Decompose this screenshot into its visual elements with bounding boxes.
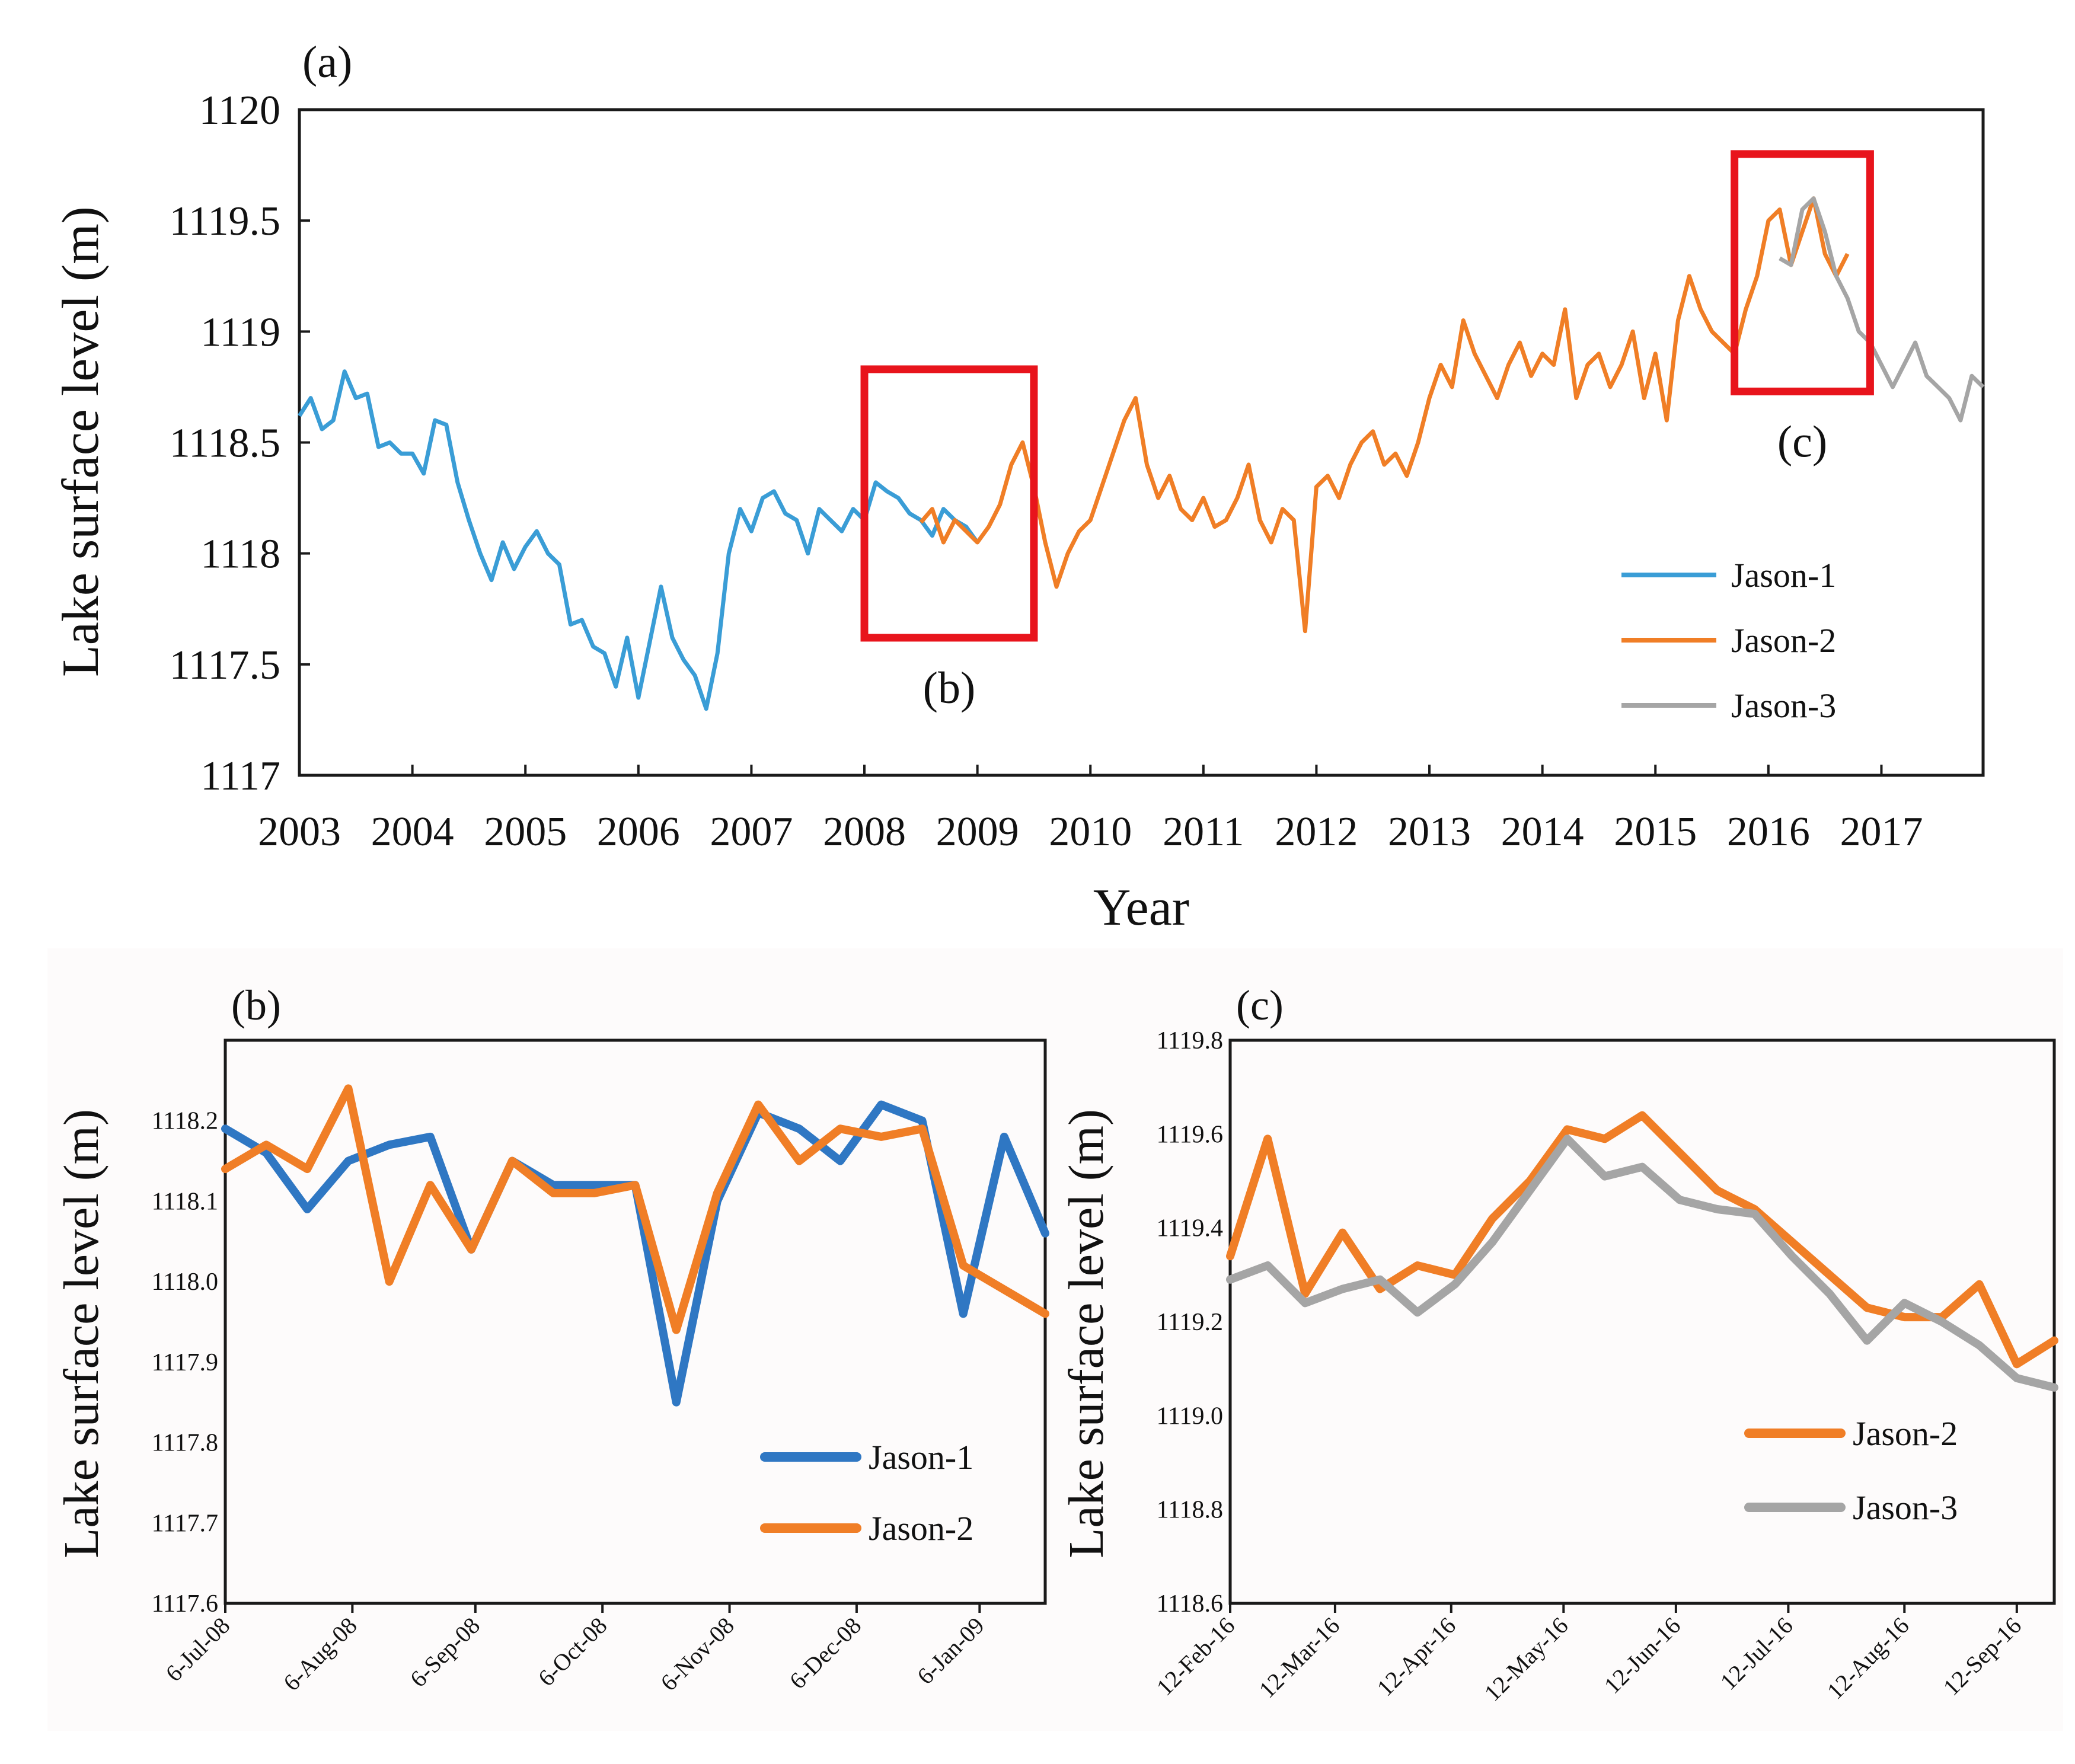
legend-label-jason-3-c: Jason-3 (1853, 1488, 1958, 1527)
x-tick-label-a: 2010 (1049, 809, 1132, 855)
x-tick-label-a: 2011 (1163, 809, 1244, 855)
x-tick-label-a: 2016 (1727, 809, 1810, 855)
legend-label-jason-2-c: Jason-2 (1853, 1414, 1958, 1453)
y-tick-label-c: 1119.8 (1157, 1027, 1223, 1054)
y-tick-label-a: 1119 (200, 309, 280, 355)
y-tick-label-b: 1117.8 (152, 1430, 218, 1457)
legend-label-jason-2-b: Jason-2 (869, 1509, 973, 1548)
plot-frame-c (1228, 1038, 2056, 1605)
y-tick-label-c: 1119.6 (1157, 1121, 1223, 1148)
y-tick-label-c: 1119.0 (1157, 1402, 1223, 1430)
legend-label-jason-3-a: Jason-3 (1731, 686, 1836, 725)
y-tick-label-a: 1119.5 (170, 199, 280, 244)
y-tick-label-c: 1119.4 (1157, 1215, 1223, 1242)
x-tick-label-a: 2007 (710, 809, 793, 855)
x-tick-label-a: 2014 (1501, 809, 1584, 855)
panel-c-background (1055, 948, 2063, 1731)
y-axis-title-b: Lake surface level (m) (54, 1109, 109, 1558)
x-tick-label-a: 2006 (597, 809, 680, 855)
y-tick-label-a: 1118 (200, 532, 280, 577)
chart-a: 1117 1117.5 1118 1118.5 1119 1119.5 1120 2003 20… (52, 37, 1985, 937)
x-tick-label-a: 2013 (1388, 809, 1471, 855)
series-line-jason-2-a (919, 196, 1850, 634)
y-tick-label-a: 1117 (200, 753, 280, 799)
y-tick-label-b: 1117.7 (152, 1510, 218, 1537)
x-tick-label-a: 2015 (1614, 809, 1697, 855)
x-tick-label-a: 2003 (258, 809, 341, 855)
panel-label-a: (a) (302, 37, 352, 87)
y-tick-label-b: 1118.1 (152, 1188, 218, 1215)
y-tick-label-b: 1118.2 (152, 1108, 218, 1135)
plot-frame-b (224, 1038, 1047, 1605)
series-line-jason-2-b (221, 1084, 1049, 1334)
y-tick-label-b: 1117.6 (152, 1590, 218, 1618)
x-tick-label-a: 2005 (484, 809, 567, 855)
legend-label-jason-1-b: Jason-1 (869, 1438, 973, 1477)
y-tick-label-b: 1117.9 (152, 1349, 218, 1376)
legend-label-jason-2-a: Jason-2 (1731, 621, 1836, 660)
x-tick-label-a: 2012 (1275, 809, 1358, 855)
highlight-box-c (1731, 150, 1874, 395)
x-tick-label-a: 2004 (371, 809, 454, 855)
y-tick-label-b: 1118.0 (152, 1268, 218, 1296)
y-tick-label-c: 1118.8 (1157, 1497, 1223, 1524)
panel-b-background (47, 948, 1055, 1731)
highlight-label-c: (c) (1777, 417, 1827, 466)
highlight-label-b: (b) (923, 663, 976, 713)
x-tick-label-a: 2008 (823, 809, 906, 855)
x-axis-title-a: Year (1093, 879, 1189, 937)
legend-label-jason-1-a: Jason-1 (1731, 556, 1836, 595)
series-line-jason-3-c (1226, 1135, 2058, 1392)
y-tick-label-c: 1118.6 (1157, 1590, 1223, 1618)
y-tick-label-c: 1119.2 (1157, 1309, 1223, 1336)
y-tick-label-a: 1118.5 (170, 421, 280, 466)
series-line-jason-2-c (1226, 1111, 2058, 1369)
highlight-box-b (860, 365, 1038, 642)
x-tick-label-a: 2017 (1840, 809, 1923, 855)
y-tick-label-a: 1117.5 (170, 643, 280, 688)
panel-label-c: (c) (1236, 982, 1284, 1029)
panel-label-b: (b) (231, 982, 281, 1029)
y-axis-title-a: Lake surface level (m) (52, 206, 110, 677)
y-axis-title-c: Lake surface level (m) (1059, 1109, 1114, 1558)
x-tick-label-a: 2009 (936, 809, 1019, 855)
y-tick-label-a: 1120 (199, 88, 280, 133)
series-line-jason-3-a (1779, 196, 1985, 423)
